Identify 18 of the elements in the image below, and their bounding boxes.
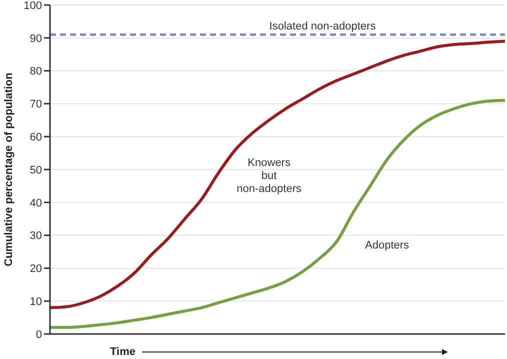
- line-series: [48, 40, 506, 310]
- y-tick-label: 90: [30, 32, 42, 45]
- y-tick-label: 60: [30, 132, 42, 144]
- y-tick-label: 40: [30, 197, 42, 210]
- y-axis-title: Cumulative percentage of population: [3, 72, 15, 266]
- ref-line-label: Isolated non-adopters: [269, 20, 376, 33]
- y-tick-label: 80: [30, 66, 42, 78]
- y-tick-label: 20: [30, 263, 42, 276]
- y-tick-label: 70: [30, 98, 42, 111]
- text: Adopters: [365, 239, 410, 252]
- y-tick-label: 0: [36, 328, 42, 341]
- y-tick-label: 50: [30, 164, 42, 176]
- y-tick-label: 10: [30, 296, 42, 308]
- series-label: Knowers but non-adopters: [236, 157, 302, 196]
- line-series: [48, 98, 506, 329]
- y-tick-label: 30: [30, 230, 42, 242]
- x-axis-title: Time: [110, 346, 136, 358]
- y-tick-label: 100: [24, 0, 42, 12]
